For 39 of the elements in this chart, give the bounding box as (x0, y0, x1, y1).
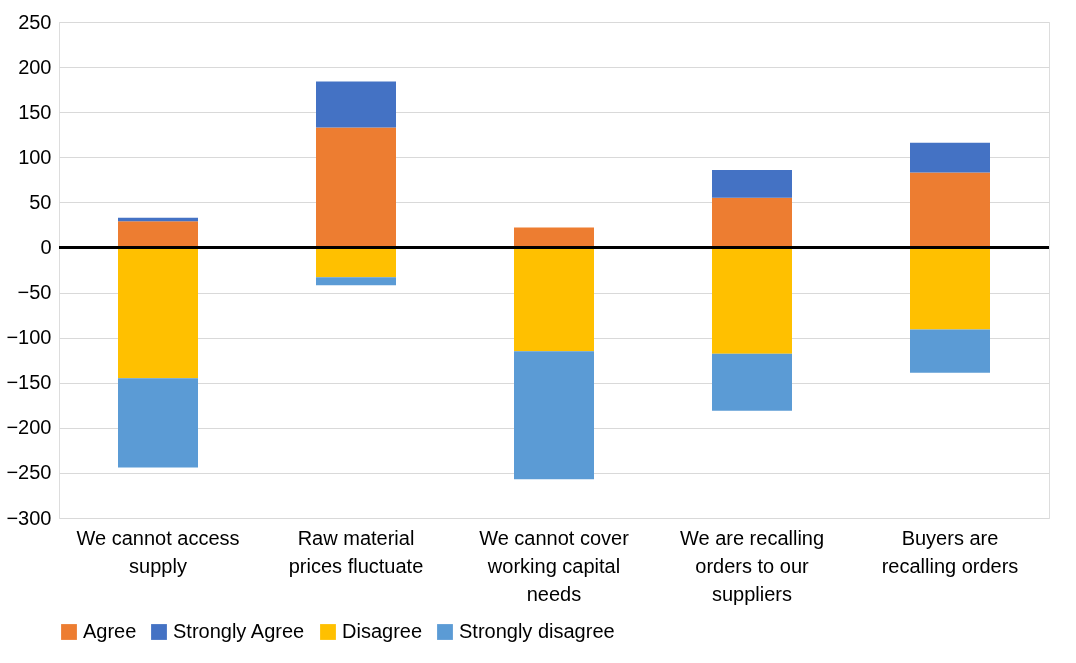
y-tick-label: 50 (29, 190, 52, 213)
y-tick-label: −250 (6, 461, 52, 484)
y-tick-label: 0 (40, 235, 52, 258)
bar (910, 247, 990, 330)
bar (514, 227, 594, 248)
y-tick-label: 250 (18, 10, 52, 33)
bar (514, 351, 594, 480)
bar (910, 142, 990, 173)
y-tick-label: 200 (18, 55, 52, 78)
bar (712, 247, 792, 354)
bar (118, 378, 198, 468)
legend-label: Strongly Agree (173, 620, 305, 642)
y-tick-label: −100 (6, 326, 52, 349)
bar (316, 277, 396, 286)
x-tick-label: We cannot cover working capital needs (479, 526, 630, 605)
bar (316, 81, 396, 128)
x-tick-label: Buyers are recalling orders (881, 526, 1019, 577)
bar (712, 197, 792, 248)
bar (316, 247, 396, 278)
y-tick-label: −200 (6, 416, 52, 439)
x-tick-label: We cannot access supply (76, 526, 240, 577)
bar (514, 247, 594, 352)
bar (910, 329, 990, 373)
y-tick-label: −150 (6, 371, 52, 394)
bar (118, 247, 198, 379)
legend-label: Strongly disagree (459, 620, 615, 642)
bar (316, 127, 396, 248)
bar (118, 221, 198, 248)
legend-label: Disagree (342, 620, 423, 642)
y-tick-label: 150 (18, 100, 52, 123)
legend-label: Agree (83, 620, 137, 642)
x-tick-label: Raw material prices fluctuate (288, 526, 424, 577)
x-tick-label: We are recalling orders to our suppliers (679, 526, 825, 605)
y-tick-label: −300 (6, 506, 52, 529)
bar (712, 353, 792, 411)
y-tick-label: −50 (17, 281, 52, 304)
bar (910, 172, 990, 248)
y-tick-label: 100 (18, 145, 52, 168)
bar (712, 169, 792, 198)
